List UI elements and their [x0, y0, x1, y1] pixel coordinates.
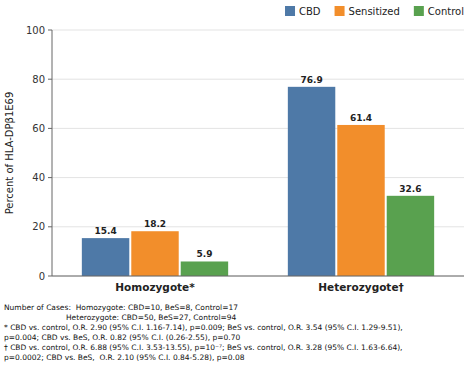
data-labels: 15.4 76.9 18.2 61.4 5.9 32.6	[94, 75, 421, 260]
x-axis	[52, 276, 464, 277]
legend-item: Control	[414, 6, 464, 17]
bar	[387, 196, 434, 276]
legend-item: CBD	[285, 6, 321, 17]
footnote: † CBD vs. control, O.R. 6.88 (95% C.I. 3…	[4, 343, 403, 352]
footnote: Heterozygote: CBD=50, BeS=27, Control=94	[4, 313, 237, 322]
data-label: 15.4	[94, 226, 116, 236]
tick-label: 40	[32, 172, 45, 183]
tick-mark	[48, 30, 52, 31]
legend-swatch	[335, 6, 345, 16]
tick-label: 60	[32, 123, 45, 134]
legend-label: Sensitized	[349, 6, 400, 17]
category-label: Heterozygote†	[318, 281, 404, 293]
legend: CBD Sensitized Control	[285, 6, 464, 17]
data-label: 32.6	[399, 184, 421, 194]
grid-line	[52, 276, 464, 277]
grid	[52, 30, 464, 276]
bar	[82, 238, 129, 276]
data-label: 76.9	[300, 75, 322, 85]
legend-swatch	[285, 6, 295, 16]
footnote: Number of Cases: Homozygote: CBD=10, BeS…	[4, 303, 238, 312]
tick-mark	[48, 276, 52, 277]
footnotes: Number of Cases: Homozygote: CBD=10, BeS…	[4, 303, 403, 362]
bars	[82, 87, 434, 276]
grid-line	[52, 30, 464, 31]
tick-mark	[48, 226, 52, 227]
grid-line	[52, 128, 464, 129]
footnote: p=0.0002; CBD vs. BeS, O.R. 2.10 (95% C.…	[4, 353, 245, 362]
category-label: Homozygote*	[115, 281, 195, 293]
grid-line	[52, 79, 464, 80]
footnote: p=0.004; CBD vs. BeS, O.R. 0.82 (95% C.I…	[4, 333, 240, 342]
tick-mark	[48, 79, 52, 80]
bar	[337, 125, 384, 276]
axis-label: Percent of HLA-DPβ1E69	[4, 92, 15, 215]
chart: 0 20 40 60 80 100 Percent of HLA-DPβ1E69 15.4 76…	[0, 0, 474, 366]
legend-item: Sensitized	[335, 6, 400, 17]
data-label: 5.9	[196, 249, 212, 259]
legend-swatch	[414, 6, 424, 16]
tick-mark	[48, 128, 52, 129]
bar	[181, 261, 228, 276]
legend-label: CBD	[299, 6, 321, 17]
tick-label: 80	[32, 74, 45, 85]
data-label: 18.2	[144, 219, 166, 229]
tick-label: 100	[26, 25, 45, 36]
grid-line	[52, 177, 464, 178]
tick-label: 20	[32, 221, 45, 232]
bar	[131, 231, 178, 276]
y-axis	[52, 30, 53, 276]
bar	[288, 87, 335, 276]
tick-mark	[48, 177, 52, 178]
tick-label: 0	[39, 271, 45, 282]
legend-label: Control	[428, 6, 464, 17]
footnote: * CBD vs. control, O.R. 2.90 (95% C.I. 1…	[4, 323, 403, 332]
data-label: 61.4	[350, 113, 372, 123]
